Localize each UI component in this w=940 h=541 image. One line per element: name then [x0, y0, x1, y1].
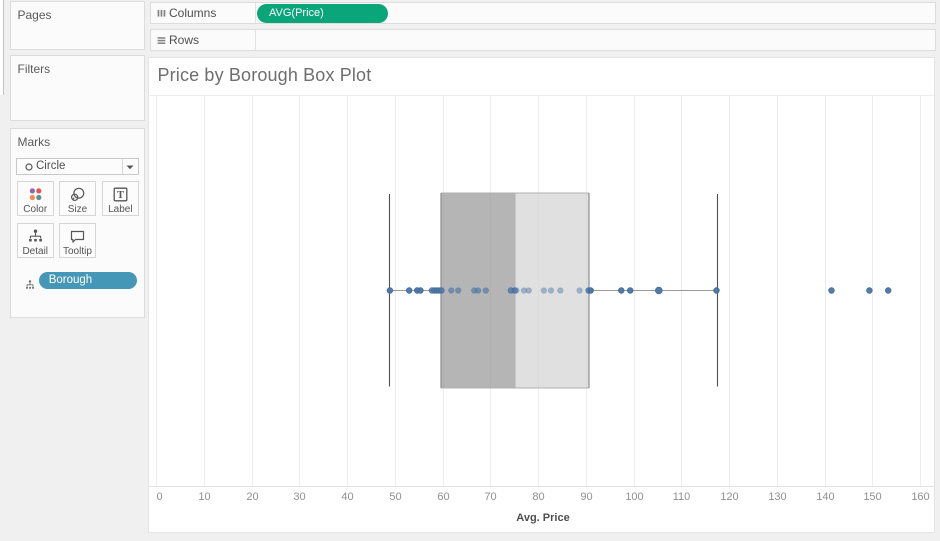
svg-text:Avg. Price: Avg. Price	[516, 512, 569, 524]
svg-text:150: 150	[863, 491, 881, 503]
svg-text:30: 30	[293, 491, 305, 503]
svg-text:100: 100	[625, 491, 643, 503]
svg-text:0: 0	[156, 491, 162, 503]
svg-text:130: 130	[768, 491, 786, 503]
svg-text:70: 70	[484, 491, 496, 503]
svg-text:40: 40	[341, 491, 353, 503]
svg-text:60: 60	[437, 491, 449, 503]
svg-text:90: 90	[580, 491, 592, 503]
svg-text:80: 80	[532, 491, 544, 503]
svg-text:140: 140	[816, 491, 834, 503]
svg-text:20: 20	[246, 491, 258, 503]
svg-text:T: T	[117, 190, 124, 201]
svg-text:110: 110	[673, 491, 691, 503]
svg-text:160: 160	[911, 491, 929, 503]
svg-text:10: 10	[198, 491, 210, 503]
svg-text:50: 50	[389, 491, 401, 503]
svg-text:120: 120	[720, 491, 738, 503]
